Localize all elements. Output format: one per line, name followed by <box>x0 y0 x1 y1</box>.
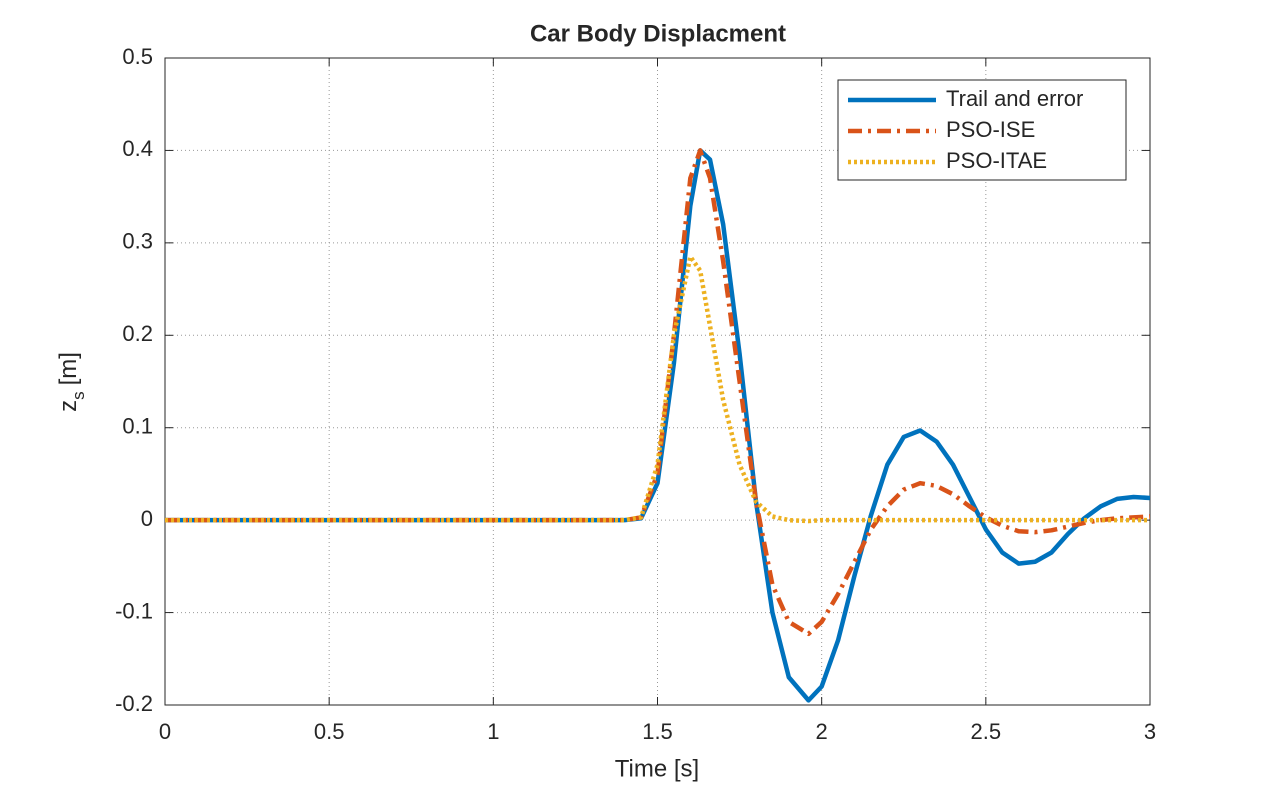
y-tick-label: 0.4 <box>122 136 153 161</box>
y-tick-label: 0 <box>141 506 153 531</box>
series-line <box>165 254 1150 524</box>
y-axis-label: zs [m] <box>55 352 88 412</box>
y-tick-label: 0.1 <box>122 414 153 439</box>
y-tick-label: -0.1 <box>115 598 153 623</box>
y-tick-label: -0.2 <box>115 691 153 716</box>
y-label-base: z <box>55 400 82 412</box>
x-tick-label: 3 <box>1144 719 1156 744</box>
legend-label: PSO-ITAE <box>946 148 1047 173</box>
legend-label: PSO-ISE <box>946 117 1035 142</box>
x-tick-label: 0 <box>159 719 171 744</box>
legend-label: Trail and error <box>946 86 1083 111</box>
x-tick-label: 0.5 <box>314 719 345 744</box>
x-tick-label: 2 <box>816 719 828 744</box>
y-label-suffix: [m] <box>55 352 82 385</box>
series-line <box>165 148 1150 637</box>
y-tick-label: 0.3 <box>122 229 153 254</box>
y-tick-label: 0.2 <box>122 321 153 346</box>
x-tick-label: 1.5 <box>642 719 673 744</box>
y-tick-label: 0.5 <box>122 44 153 69</box>
chart-title: Car Body Displacment <box>530 20 786 47</box>
x-tick-label: 2.5 <box>971 719 1002 744</box>
plot-frame <box>164 57 1151 706</box>
x-tick-label: 1 <box>487 719 499 744</box>
series-line <box>165 148 1150 703</box>
y-label-subscript: s <box>69 391 88 400</box>
x-axis-label: Time [s] <box>615 755 699 782</box>
